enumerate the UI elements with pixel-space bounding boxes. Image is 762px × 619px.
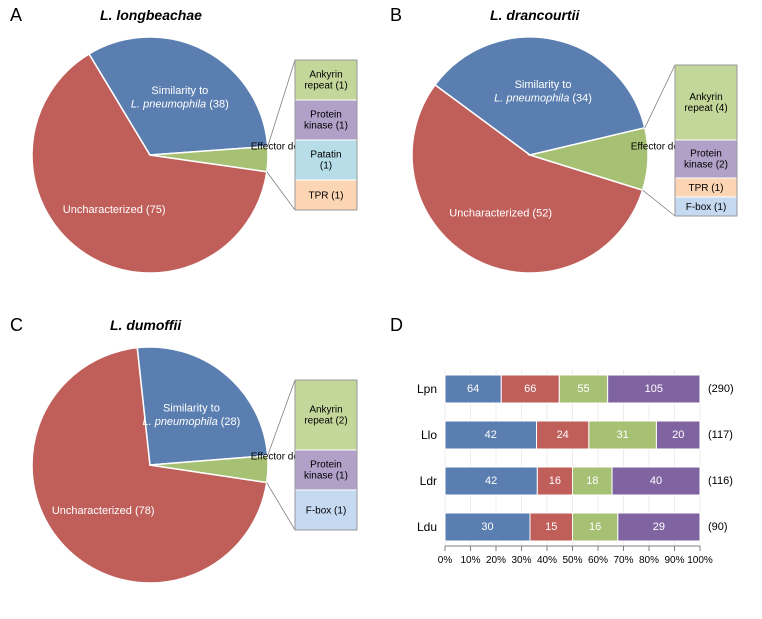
svg-text:30: 30 [481,521,493,533]
svg-text:Proteinkinase (1): Proteinkinase (1) [304,110,348,132]
svg-text:55: 55 [577,383,589,395]
svg-text:TPR (1): TPR (1) [689,183,724,194]
svg-text:Proteinkinase (2): Proteinkinase (2) [684,149,728,171]
panel-b: B L. drancourtii Uncharacterized (52)Sim… [390,5,760,305]
svg-text:Ankyrinrepeat (2): Ankyrinrepeat (2) [304,405,347,427]
panel-d: D 0%10%20%30%40%50%60%70%80%90%100%64665… [390,315,760,615]
svg-text:(90): (90) [708,521,728,533]
svg-text:18: 18 [586,475,598,487]
svg-text:16: 16 [549,475,561,487]
svg-text:Ldr: Ldr [420,474,437,488]
svg-text:90%: 90% [664,555,684,566]
stacked-bars: 0% 10% 20% 30% 40% 50% 60% 70% 80% 90%100% 64 66 55 1… [390,315,760,615]
svg-text:Uncharacterized (78): Uncharacterized (78) [52,505,155,517]
svg-text:TPR (1): TPR (1) [309,191,344,202]
svg-text:20%: 20% [486,555,506,566]
svg-text:(116): (116) [708,475,733,487]
svg-text:42: 42 [485,429,497,441]
svg-text:16: 16 [589,521,601,533]
svg-text:Uncharacterized (52): Uncharacterized (52) [449,208,552,220]
svg-text:Uncharacterized (75): Uncharacterized (75) [63,204,166,216]
svg-text:(290): (290) [708,383,734,395]
svg-text:10%: 10% [460,555,480,566]
svg-text:Ldu: Ldu [417,520,437,534]
svg-text:60%: 60% [588,555,608,566]
svg-text:Ankyrinrepeat (4): Ankyrinrepeat (4) [684,92,727,114]
svg-text:100%: 100% [687,555,713,566]
svg-text:0%: 0% [438,555,453,566]
pie-b: Uncharacterized (52)Similarity toL. pneu… [390,5,760,305]
svg-text:70%: 70% [613,555,633,566]
svg-text:29: 29 [653,521,665,533]
panel-a: A L. longbeachae Uncharacterized (75)Sim… [10,5,380,305]
svg-text:30%: 30% [511,555,531,566]
svg-text:105: 105 [645,383,663,395]
svg-text:42: 42 [485,475,497,487]
svg-text:Llo: Llo [421,428,437,442]
svg-text:66: 66 [524,383,536,395]
svg-text:Lpn: Lpn [417,382,437,396]
svg-text:Proteinkinase (1): Proteinkinase (1) [304,460,348,482]
panel-c: C L. dumoffii Uncharacterized (78)Simila… [10,315,380,615]
svg-text:64: 64 [467,383,479,395]
svg-text:40%: 40% [537,555,557,566]
svg-text:31: 31 [617,429,629,441]
pie-c: Uncharacterized (78)Similarity toL. pneu… [10,315,380,615]
svg-text:80%: 80% [639,555,659,566]
svg-text:50%: 50% [562,555,582,566]
svg-text:F-box (1): F-box (1) [306,506,347,517]
svg-text:Ankyrinrepeat (1): Ankyrinrepeat (1) [304,70,347,92]
svg-text:F-box (1): F-box (1) [686,202,727,213]
svg-text:15: 15 [545,521,557,533]
svg-text:(117): (117) [708,429,733,441]
svg-text:24: 24 [557,429,569,441]
svg-text:40: 40 [650,475,662,487]
svg-text:20: 20 [672,429,684,441]
pie-a: Uncharacterized (75)Similarity toL. pneu… [10,5,380,305]
